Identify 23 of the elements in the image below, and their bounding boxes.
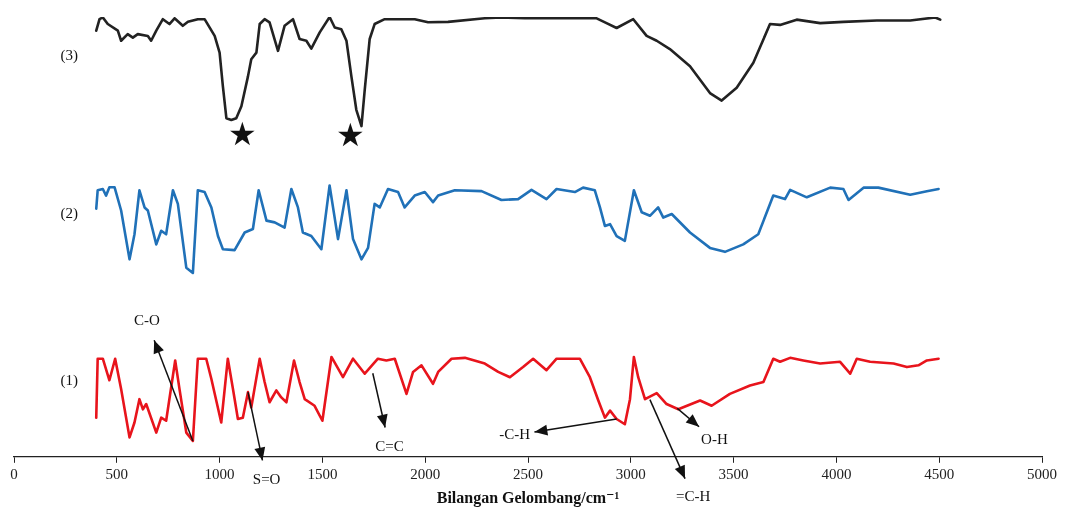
x-tick-label: 1000 xyxy=(204,465,235,482)
annotation: ★ xyxy=(227,115,257,152)
x-axis-title: Bilangan Gelombang/cm⁻¹ xyxy=(436,488,620,507)
x-tick-label: 1500 xyxy=(307,465,338,482)
x-tick-label: 4000 xyxy=(821,465,852,482)
series-label: (2) xyxy=(60,204,78,222)
annotation: ★ xyxy=(335,117,365,154)
annotation: O-H xyxy=(701,430,728,447)
annotation: S=O xyxy=(252,470,281,487)
x-tick-label: 500 xyxy=(105,465,129,482)
annotation: =C-H xyxy=(676,487,711,504)
annotation: C=C xyxy=(375,437,404,454)
series-label: (1) xyxy=(60,371,78,389)
x-tick-label: 2000 xyxy=(410,465,441,482)
x-tick-label: 3500 xyxy=(718,465,749,482)
x-tick-label: 3000 xyxy=(615,465,646,482)
x-tick-label: 2500 xyxy=(513,465,543,482)
series-label: (3) xyxy=(60,46,78,64)
annotation: C-O xyxy=(134,312,161,329)
x-tick-label: 0 xyxy=(10,465,18,482)
x-tick-label: 4500 xyxy=(924,465,955,482)
x-tick-label: 5000 xyxy=(1027,465,1057,482)
annotation: -C-H xyxy=(499,426,531,443)
